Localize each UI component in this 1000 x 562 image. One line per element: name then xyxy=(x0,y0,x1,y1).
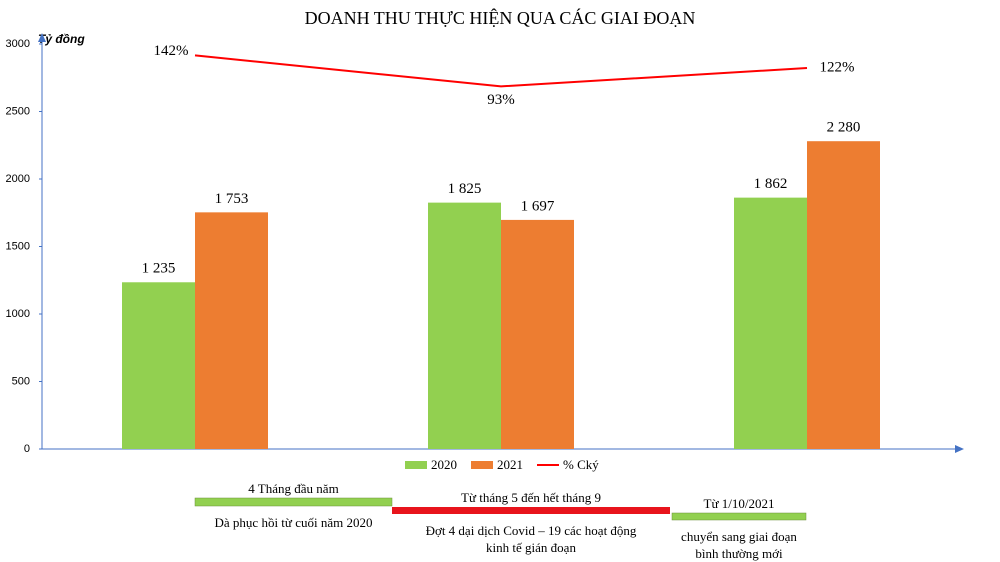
timeline-note: chuyển sang giai đoạn xyxy=(681,529,797,544)
legend-label: 2021 xyxy=(497,457,523,472)
bar xyxy=(734,197,807,449)
y-tick-label: 3000 xyxy=(6,38,30,50)
data-label: 1 862 xyxy=(754,176,788,192)
bar xyxy=(428,202,501,449)
legend-label: % Cký xyxy=(563,457,599,472)
y-tick-label: 500 xyxy=(12,375,30,387)
timeline-label: Từ tháng 5 đến hết tháng 9 xyxy=(461,490,601,505)
y-tick-label: 2000 xyxy=(6,173,30,185)
bar xyxy=(122,282,195,449)
data-label: 1 825 xyxy=(448,181,482,197)
data-label: 2 280 xyxy=(827,120,861,136)
y-tick-label: 2500 xyxy=(6,105,30,117)
line xyxy=(194,54,808,88)
y-axis-label: Tỷ đồng xyxy=(38,32,85,46)
timeline-note: Đợt 4 dại dịch Covid – 19 các hoạt động xyxy=(426,523,637,538)
data-label: 1 235 xyxy=(142,261,176,277)
data-label: 93% xyxy=(487,92,515,108)
chart-title: DOANH THU THỰC HIỆN QUA CÁC GIAI ĐOẠN xyxy=(305,7,696,28)
y-tick-label: 1500 xyxy=(6,240,30,252)
timeline-bar xyxy=(671,512,807,521)
data-label: 1 697 xyxy=(521,198,555,214)
timeline-bar xyxy=(194,497,393,507)
x-axis-arrow xyxy=(955,445,964,453)
bar xyxy=(807,141,880,449)
bar xyxy=(195,212,268,449)
y-tick-label: 1000 xyxy=(6,308,30,320)
timeline-note: bình thường mới xyxy=(695,546,783,561)
data-label: 142% xyxy=(154,43,189,59)
y-axis-arrow xyxy=(38,33,46,42)
timeline-note: Dà phục hồi từ cuối năm 2020 xyxy=(215,515,373,530)
data-label: 122% xyxy=(820,59,855,75)
timeline-note: kinh tế gián đoạn xyxy=(486,540,576,555)
y-tick-label: 0 xyxy=(24,443,30,455)
timeline-label: Từ 1/10/2021 xyxy=(704,496,775,511)
data-label: 1 753 xyxy=(215,191,249,207)
bar xyxy=(501,219,574,449)
timeline-label: 4 Tháng đầu năm xyxy=(248,481,338,496)
timeline-bar xyxy=(392,507,670,514)
legend-swatch xyxy=(471,461,493,469)
legend-label: 2020 xyxy=(431,457,457,472)
legend-swatch xyxy=(405,461,427,469)
